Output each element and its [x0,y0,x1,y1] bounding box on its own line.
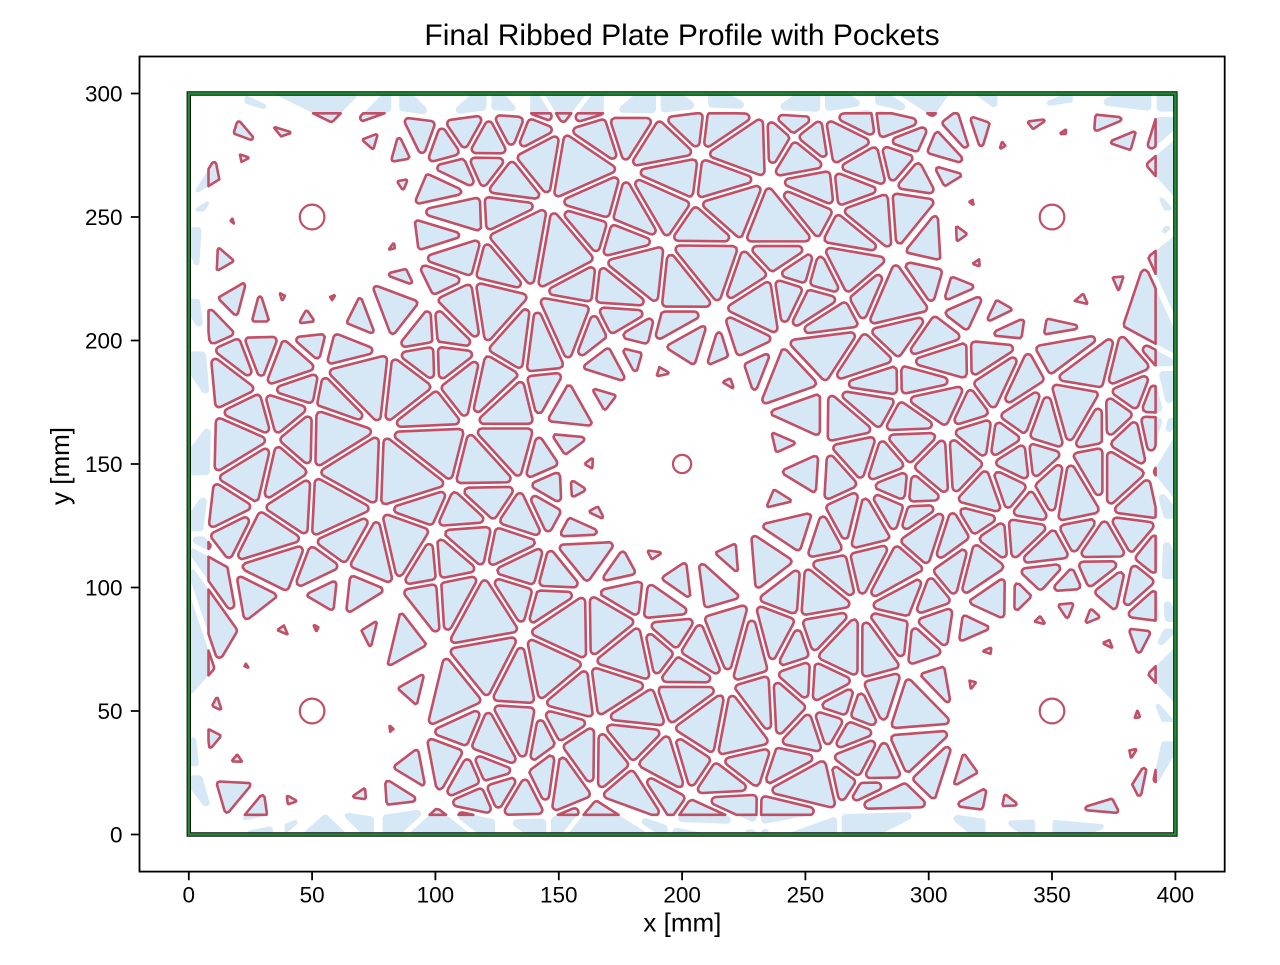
svg-text:200: 200 [663,883,701,908]
svg-text:100: 100 [417,883,455,908]
svg-text:0: 0 [110,823,123,848]
svg-text:300: 300 [85,82,123,107]
svg-text:y [mm]: y [mm] [45,427,75,505]
svg-text:300: 300 [910,883,948,908]
svg-text:150: 150 [85,452,123,477]
svg-text:100: 100 [85,576,123,601]
svg-text:x [mm]: x [mm] [643,908,721,938]
svg-text:50: 50 [97,699,122,724]
svg-text:250: 250 [85,205,123,230]
svg-text:400: 400 [1157,883,1195,908]
svg-text:250: 250 [787,883,825,908]
svg-text:350: 350 [1033,883,1071,908]
svg-text:150: 150 [540,883,578,908]
svg-text:50: 50 [300,883,325,908]
svg-text:200: 200 [85,329,123,354]
svg-text:0: 0 [183,883,196,908]
svg-text:Final Ribbed Plate Profile wit: Final Ribbed Plate Profile with Pockets [424,19,939,52]
